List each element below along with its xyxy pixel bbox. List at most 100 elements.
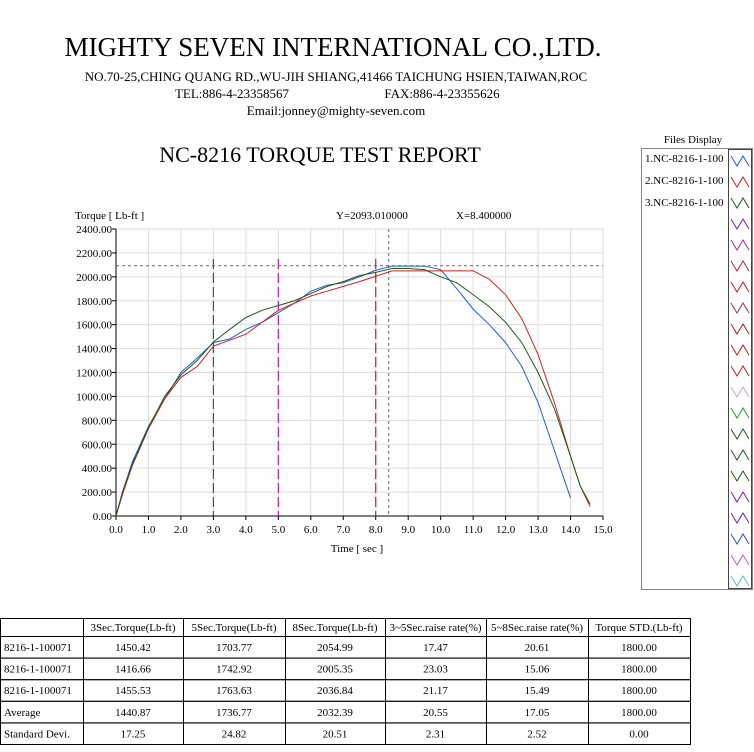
cell-text: 2032.39 — [317, 707, 353, 719]
x-tick-label: 13.0 — [528, 524, 548, 536]
file-icon — [730, 512, 750, 524]
file-item[interactable]: 3.NC-8216-1-100 — [645, 197, 724, 209]
report-title: NC-8216 TORQUE TEST REPORT — [159, 142, 481, 167]
y-tick-label: 200.00 — [82, 487, 113, 499]
x-tick-label: 12.0 — [496, 524, 516, 536]
cell-text: 1763.63 — [216, 685, 252, 697]
address: NO.70-25,CHING QUANG RD.,WU-JIH SHIANG,4… — [85, 69, 587, 84]
file-icon — [730, 428, 750, 440]
file-icon — [730, 470, 750, 482]
file-icon — [730, 554, 750, 566]
cell-text: 1800.00 — [621, 664, 657, 676]
file-icon — [730, 407, 750, 419]
x-tick-label: 2.0 — [174, 524, 188, 536]
cell-text: 1440.87 — [115, 707, 151, 719]
cell-text: 20.61 — [525, 642, 550, 654]
cell-text: 2005.35 — [317, 664, 353, 676]
cell-text: 20.51 — [323, 728, 348, 740]
email: Email:jonney@mighty-seven.com — [247, 103, 425, 118]
y-tick-label: 2000.00 — [76, 272, 112, 284]
files-title: Files Display — [664, 134, 723, 146]
file-icon — [730, 449, 750, 461]
x-tick-label: 8.0 — [369, 524, 383, 536]
y-tick-label: 1800.00 — [76, 296, 112, 308]
cell-text: 1455.53 — [115, 685, 151, 697]
x-tick-label: 6.0 — [304, 524, 318, 536]
cell-text: 1800.00 — [621, 685, 657, 697]
header-text: 3Sec.Torque(Lb-ft) — [90, 622, 175, 634]
y-tick-label: 1400.00 — [76, 344, 112, 356]
x-tick-label: 0.0 — [109, 524, 123, 536]
file-icon — [730, 344, 750, 356]
series-line — [115, 267, 591, 517]
file-icon — [730, 491, 750, 503]
cell-text: 1703.77 — [216, 642, 252, 654]
file-icon — [730, 239, 750, 251]
fax: FAX:886-4-23355626 — [384, 86, 500, 101]
header-text: 8Sec.Torque(Lb-ft) — [292, 622, 377, 634]
x-tick-label: 9.0 — [401, 524, 415, 536]
cell-text: 2.31 — [426, 728, 445, 740]
x-axis-label: Time [ sec ] — [331, 543, 383, 555]
file-icon — [730, 302, 750, 314]
crosshair-x-text: X=8.400000 — [456, 210, 512, 222]
file-icon — [730, 323, 750, 335]
file-icon — [730, 155, 750, 167]
x-tick-label: 15.0 — [593, 524, 613, 536]
x-tick-label: 7.0 — [336, 524, 350, 536]
y-tick-label: 2200.00 — [76, 248, 112, 260]
cell-text: Standard Devi. — [4, 728, 70, 740]
cell-text: 1742.92 — [216, 664, 252, 676]
y-tick-label: 400.00 — [82, 463, 113, 475]
y-tick-label: 0.00 — [93, 511, 113, 523]
x-tick-label: 10.0 — [431, 524, 451, 536]
table-frame — [0, 618, 691, 745]
y-tick-label: 800.00 — [82, 415, 113, 427]
file-item[interactable]: 1.NC-8216-1-100 — [645, 153, 724, 165]
file-icon — [730, 260, 750, 272]
cell-text: 15.06 — [525, 664, 550, 676]
cell-text: 1800.00 — [621, 642, 657, 654]
cell-text: 8216-1-100071 — [4, 642, 72, 654]
cell-text: 17.25 — [121, 728, 146, 740]
header-text: Torque STD.(Lb-ft) — [595, 622, 683, 634]
file-icon — [730, 281, 750, 293]
x-tick-label: 3.0 — [207, 524, 221, 536]
y-tick-label: 600.00 — [82, 439, 113, 451]
files-scroll[interactable] — [728, 149, 752, 589]
cell-text: 2054.99 — [317, 642, 353, 654]
cell-text: 2.52 — [527, 728, 546, 740]
x-tick-label: 1.0 — [142, 524, 156, 536]
file-item[interactable]: 2.NC-8216-1-100 — [645, 175, 724, 187]
header-text: 5Sec.Torque(Lb-ft) — [191, 622, 276, 634]
file-icon — [730, 176, 750, 188]
series-line — [115, 270, 591, 517]
file-icon — [730, 386, 750, 398]
x-tick-label: 14.0 — [561, 524, 581, 536]
y-tick-label: 1200.00 — [76, 368, 112, 380]
cell-text: 8216-1-100071 — [4, 685, 72, 697]
file-icon — [730, 197, 750, 209]
cell-text: 20.55 — [423, 707, 448, 719]
y-tick-label: 1600.00 — [76, 320, 112, 332]
cell-text: 1416.66 — [115, 664, 151, 676]
header-text: 3~5Sec.raise rate(%) — [389, 622, 481, 634]
x-tick-label: 5.0 — [271, 524, 285, 536]
cell-text: 17.47 — [423, 642, 448, 654]
cell-text: 0.00 — [629, 728, 649, 740]
cell-text: Average — [4, 707, 41, 719]
file-icon — [730, 533, 750, 545]
cell-text: 21.17 — [423, 685, 448, 697]
cell-text: 17.05 — [525, 707, 550, 719]
cell-text: 2036.84 — [317, 685, 353, 697]
cell-text: 1450.42 — [115, 642, 151, 654]
y-axis-label: Torque [ Lb-ft ] — [75, 210, 144, 222]
cell — [588, 722, 691, 746]
cell-text: 8216-1-100071 — [4, 664, 72, 676]
tel: TEL:886-4-23358567 — [175, 86, 290, 101]
file-icon — [730, 218, 750, 230]
cell-text: 15.49 — [525, 685, 550, 697]
company-name: MIGHTY SEVEN INTERNATIONAL CO.,LTD. — [65, 32, 602, 62]
x-tick-label: 4.0 — [239, 524, 253, 536]
